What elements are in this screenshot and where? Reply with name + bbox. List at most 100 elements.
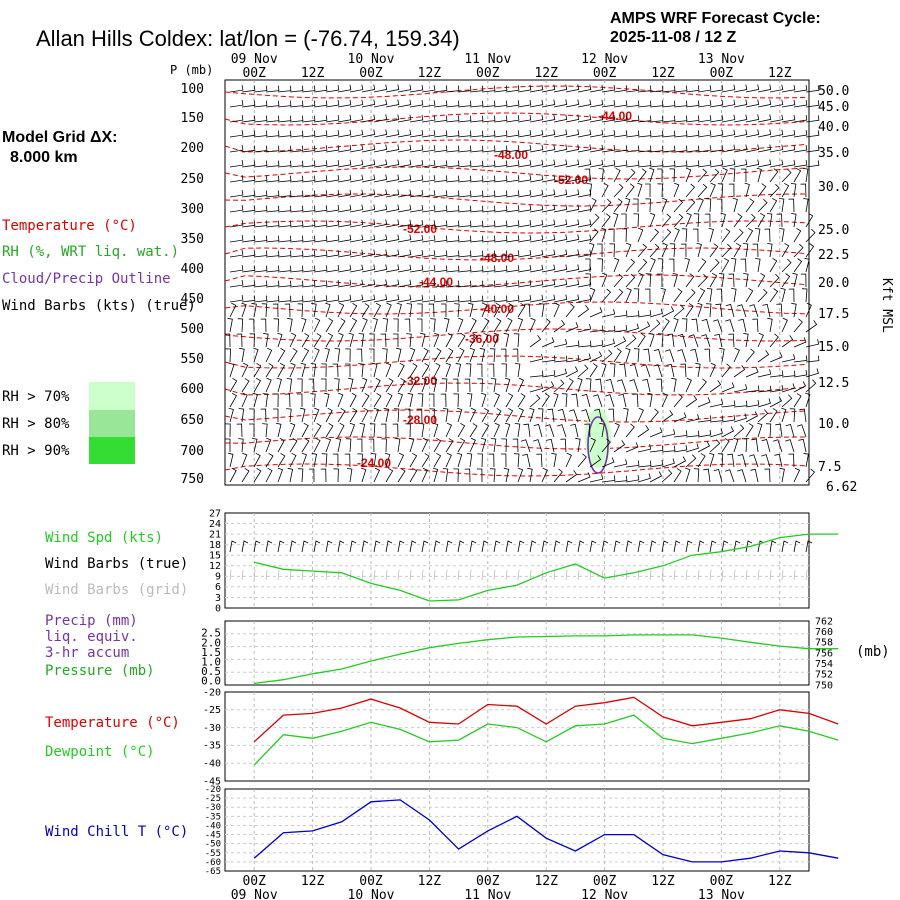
wind-barb [504,422,511,438]
wind-barb [361,174,376,183]
wind-barb [517,302,526,318]
wind-barb [765,423,772,438]
pressure-label: Pressure (mb) [45,663,155,679]
bottom-date-label: 09 Nov [231,888,278,900]
pressure-tick-label: 650 [181,413,204,428]
top-hour-label: 12Z [534,66,558,81]
wind-barb [673,468,682,483]
wind-barb [717,183,724,198]
wind-barb [433,175,448,183]
grid-wind-barb [721,569,724,581]
wind-barb [800,183,807,198]
wind-barb [385,84,400,93]
wind-barb [597,258,603,273]
top-hour-label: 00Z [476,66,500,81]
wind-barb [661,469,673,483]
wind-barb [721,382,735,393]
wind-barb [321,378,327,392]
wind-barb [790,183,797,198]
wind-barb [253,250,268,258]
wind-barb [385,204,400,213]
wind-barb [468,302,474,318]
wind-barb [685,303,694,318]
pressure-tick-label: 700 [181,444,204,459]
surface-wind-barb [385,540,393,553]
wind-barb [469,265,484,273]
wind-barb [505,85,520,93]
wind-barb [697,160,712,168]
wind-barb [685,130,700,138]
wind-barb [493,235,508,243]
wind-barb [541,393,550,408]
wind-barb [553,392,559,408]
wind-barb [577,377,583,393]
wind-barb [597,243,603,258]
grid-wind-barb [469,569,472,581]
wind-barb [793,381,807,393]
surface-wind-barb [721,540,729,553]
precip-liq-label: liq. equiv. [45,629,138,645]
wind-barb [685,115,700,123]
grid-wind-barb [661,569,664,581]
wind-barb [740,258,747,273]
wind-barb [721,363,731,378]
wind-barb [373,159,388,168]
wind-barb [625,474,640,483]
wind-barb [493,317,502,333]
wind-barb [649,471,663,483]
wind-barb [745,423,754,438]
wind-barb [253,130,268,138]
wind-barb [325,130,340,138]
wind-barb [237,318,244,333]
wind-barb [577,144,592,153]
wind-barb [373,467,381,483]
wind-barb [464,468,471,483]
wind-barb [489,348,496,363]
wind-barb [313,333,322,348]
wind-barb [286,378,293,393]
isotherm-line [224,166,806,180]
top-hour-label: 00Z [710,66,734,81]
wind-barb [709,439,721,453]
wind-barb [301,175,316,183]
wind-barb [571,393,579,408]
wind-barb [656,273,663,288]
wind-barb [225,423,231,438]
y-tick-label: -25 [203,705,221,716]
wind-barb [541,381,555,393]
wind-barb [252,392,258,408]
wind-barb [731,288,737,303]
wind-barb [517,317,524,333]
temperature-line [253,696,839,743]
wind-barb [229,295,244,303]
wind-barb [517,294,532,303]
wind-barb [320,468,327,483]
wind-barb [514,363,521,378]
wind-barb [241,160,256,168]
grid-wind-barb [685,569,688,581]
wind-barb [252,437,258,453]
wind-barb [685,198,696,213]
wind-barb [385,467,394,483]
wind-barb [469,235,484,243]
wind-barb [397,249,412,258]
wind-barb [529,264,544,273]
grid-wind-barb [349,569,352,581]
wind-barb [421,437,429,453]
wind-barb [457,175,472,183]
wind-barb [757,288,768,303]
wind-barb [284,303,291,318]
wind-barb [229,302,237,318]
wind-barb [695,362,701,378]
wind-barb [681,318,688,333]
y-tick-label: 762 [815,616,833,627]
surface-wind-barb [265,540,273,553]
wind-barb [517,407,524,423]
wind-barb [649,130,664,138]
wind-barb [263,332,269,348]
wind-barb [385,219,400,228]
wind-barb [229,392,238,408]
wind-barb [798,438,807,453]
wind-barb [313,295,328,303]
wind-barb [409,99,424,108]
